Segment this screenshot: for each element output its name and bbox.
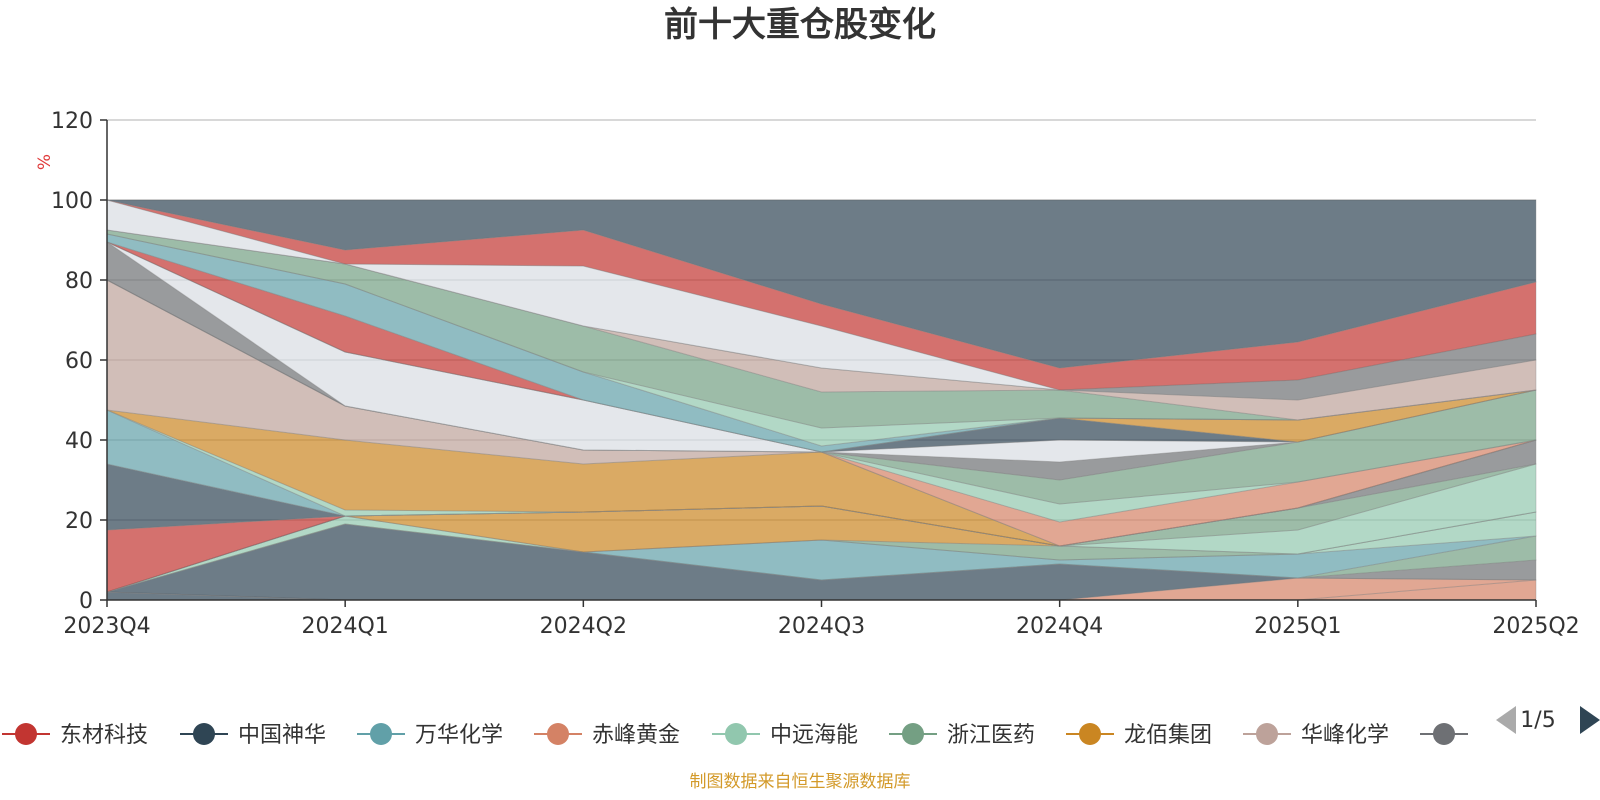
x-tick-label: 2023Q4 — [63, 614, 150, 639]
y-tick-label: 60 — [65, 349, 93, 374]
area-band — [106, 199, 1537, 369]
y-tick-label: 100 — [51, 189, 93, 214]
legend-circle-icon — [1079, 723, 1101, 745]
area-band — [106, 199, 1537, 391]
legend: 东材科技 中国神华 万华化学 赤峰黄金 中远海能 浙江医药 龙佰集团 华峰化学 — [2, 723, 1468, 748]
area-band — [106, 523, 1537, 593]
legend-item[interactable]: 中国神华 — [180, 723, 326, 748]
legend-circle-icon — [370, 723, 392, 745]
axes: 0 20 40 60 80 100 120 2023Q4 2024Q1 2024Q2 2024Q3 2… — [51, 109, 1580, 639]
y-tick-label: 20 — [65, 509, 93, 534]
legend-circle-icon — [1433, 723, 1455, 745]
legend-item[interactable]: 龙佰集团 — [1066, 723, 1212, 748]
legend-circle-icon — [902, 723, 924, 745]
legend-label: 浙江医药 — [947, 723, 1035, 748]
y-tick-label: 40 — [65, 429, 93, 454]
legend-circle-icon — [547, 723, 569, 745]
chart-title: 前十大重仓股变化 — [664, 5, 936, 45]
pager-next-arrow-icon[interactable] — [1580, 706, 1600, 734]
legend-circle-icon — [725, 723, 747, 745]
legend-circle-icon — [193, 723, 215, 745]
x-tick-label: 2024Q3 — [778, 614, 865, 639]
legend-item[interactable]: 中远海能 — [712, 723, 858, 748]
legend-circle-icon — [15, 723, 37, 745]
area-band — [106, 229, 1537, 421]
legend-label: 中国神华 — [238, 723, 326, 748]
y-tick-label: 120 — [51, 109, 93, 134]
area-band — [106, 229, 1537, 401]
legend-item[interactable]: 浙江医药 — [889, 723, 1035, 748]
pager-page-indicator: 1/5 — [1520, 708, 1555, 733]
legend-label: 万华化学 — [415, 723, 503, 748]
legend-item[interactable]: 华峰化学 — [1243, 723, 1389, 748]
y-tick-label: 0 — [79, 589, 93, 614]
legend-item[interactable]: 东材科技 — [2, 723, 148, 748]
x-tick-label: 2025Q1 — [1254, 614, 1341, 639]
data-source-note: 制图数据来自恒生聚源数据库 — [690, 772, 911, 792]
area-series — [106, 199, 1537, 601]
pager-prev-arrow-icon[interactable] — [1496, 706, 1516, 734]
legend-pager: 1/5 — [1496, 706, 1600, 734]
legend-label: 华峰化学 — [1301, 723, 1389, 748]
legend-label: 东材科技 — [60, 723, 148, 748]
legend-item[interactable]: 万华化学 — [357, 723, 503, 748]
x-tick-label: 2024Q2 — [540, 614, 627, 639]
area-band — [106, 279, 1537, 505]
legend-label: 龙佰集团 — [1124, 723, 1212, 748]
legend-label: 中远海能 — [770, 723, 858, 748]
x-tick-label: 2025Q2 — [1492, 614, 1579, 639]
legend-item[interactable] — [1420, 723, 1468, 745]
y-axis-unit-label: % — [35, 154, 55, 170]
legend-circle-icon — [1256, 723, 1278, 745]
x-tick-label: 2024Q1 — [302, 614, 389, 639]
x-tick-label: 2024Q4 — [1016, 614, 1103, 639]
y-tick-label: 80 — [65, 269, 93, 294]
legend-item[interactable]: 赤峰黄金 — [534, 723, 680, 748]
area-band — [106, 523, 1537, 593]
legend-label: 赤峰黄金 — [592, 723, 680, 748]
